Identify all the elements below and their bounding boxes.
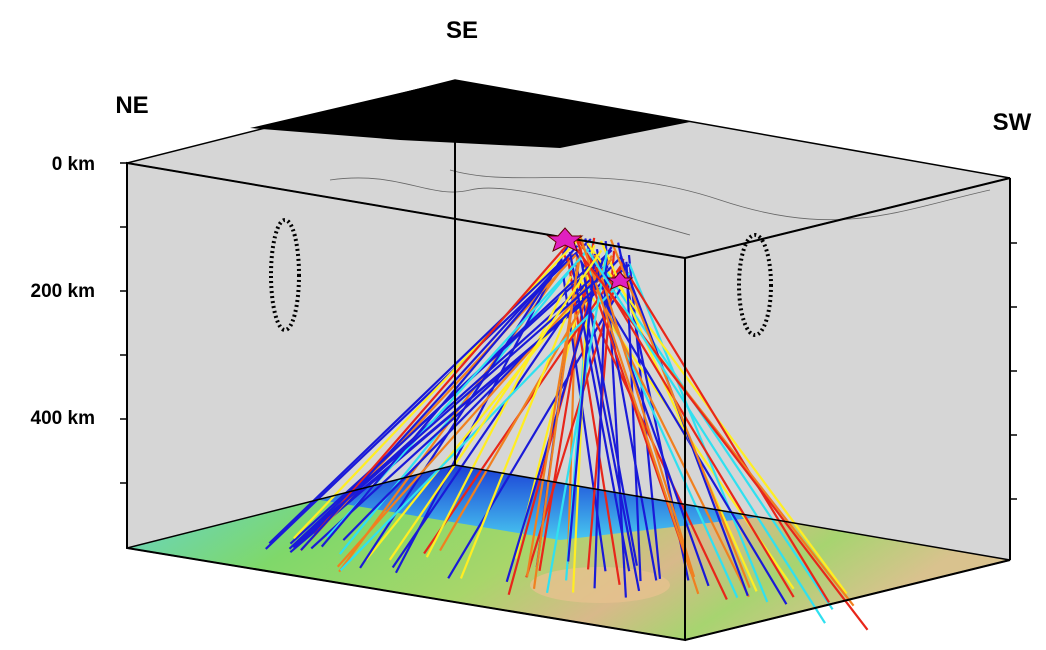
direction-label: NE <box>115 92 148 119</box>
direction-label: SW <box>993 109 1032 136</box>
depth-label: 200 km <box>31 281 95 302</box>
figure: SE NE SW 0 km 200 km 400 km <box>0 0 1046 650</box>
depth-label: 0 km <box>52 154 95 175</box>
depth-label: 400 km <box>31 408 95 429</box>
direction-label: SE <box>446 17 478 44</box>
